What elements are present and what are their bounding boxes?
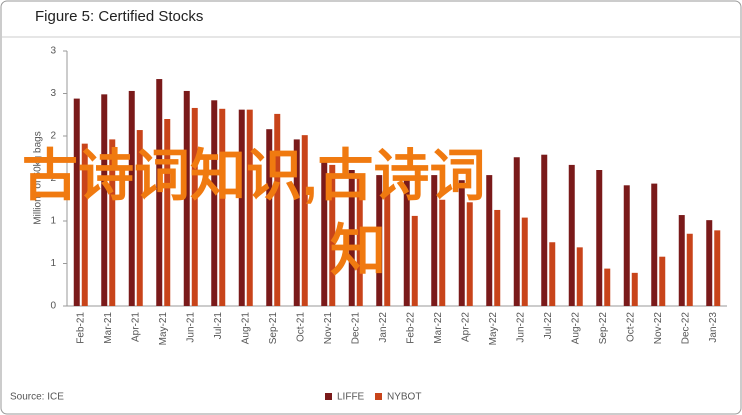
bar [329, 164, 336, 306]
bar [81, 143, 88, 306]
legend-swatch [325, 393, 332, 400]
y-tick-label: 1 [50, 258, 56, 269]
legend-swatch [375, 393, 382, 400]
bar [156, 79, 163, 306]
bar [494, 209, 501, 306]
bar [384, 190, 391, 306]
bar [73, 98, 80, 306]
bar [321, 159, 328, 306]
bar [136, 130, 143, 306]
legend-label: NYBOT [387, 392, 421, 403]
x-tick-label: Nov-22 [653, 312, 664, 345]
bar [678, 215, 685, 306]
x-tick-label: Apr-21 [130, 312, 141, 342]
bar [274, 113, 281, 307]
bar [714, 230, 721, 306]
bar [411, 215, 418, 306]
bar [686, 233, 693, 306]
bar [541, 154, 548, 306]
x-tick-label: Sep-22 [598, 312, 609, 345]
bar [623, 185, 630, 306]
chart-title: Figure 5: Certified Stocks [35, 8, 203, 25]
x-tick-label: Jun-21 [185, 312, 196, 343]
bar [238, 109, 245, 307]
y-tick-label: 1 [50, 216, 56, 227]
bar [356, 175, 363, 306]
x-tick-label: Jun-22 [515, 312, 526, 343]
bar [109, 139, 116, 306]
bar [293, 139, 300, 306]
bar [246, 109, 253, 307]
bar [458, 180, 465, 306]
bar [348, 170, 355, 306]
x-tick-label: Feb-21 [75, 312, 86, 344]
y-axis-label: Millions of 60kg bags [33, 131, 44, 224]
x-tick-label: Sep-21 [268, 312, 279, 345]
legend-label: LIFFE [337, 392, 365, 403]
bar [101, 94, 108, 306]
x-tick-label: May-22 [488, 312, 499, 346]
x-tick-label: Aug-22 [570, 312, 581, 345]
overlay-text: 古诗词知识,古诗词 [22, 144, 486, 207]
bar [431, 175, 438, 306]
bar [466, 202, 473, 306]
x-tick-label: Dec-22 [680, 312, 691, 345]
bar [376, 175, 383, 306]
bar [219, 108, 226, 306]
x-tick-label: Jul-21 [213, 312, 224, 340]
x-tick-label: Mar-21 [103, 312, 114, 344]
x-tick-label: Aug-21 [240, 312, 251, 345]
bar [183, 90, 190, 306]
bar [486, 175, 493, 306]
bar [706, 220, 713, 306]
bar [521, 217, 528, 306]
bar [513, 157, 520, 306]
x-tick-label: Mar-22 [433, 312, 444, 344]
y-tick-label: 2 [50, 131, 56, 142]
bar [211, 100, 218, 306]
x-tick-label: Apr-22 [460, 312, 471, 342]
bar [301, 135, 308, 306]
bar [568, 164, 575, 306]
bar [403, 176, 410, 306]
bar [604, 268, 611, 306]
bar [631, 272, 638, 306]
x-tick-label: Oct-21 [295, 312, 306, 342]
x-tick-label: May-21 [158, 312, 169, 346]
y-tick-label: 3 [50, 88, 56, 99]
x-tick-label: Nov-21 [323, 312, 334, 345]
bar [439, 199, 446, 306]
x-tick-label: Jan-22 [378, 312, 389, 343]
x-tick-label: Dec-21 [350, 312, 361, 345]
bar [659, 256, 666, 306]
bar [128, 90, 135, 306]
x-tick-label: Oct-22 [625, 312, 636, 342]
bar [596, 170, 603, 306]
y-tick-label: 0 [50, 301, 56, 312]
source: Source: ICE [10, 392, 64, 403]
overlay-text: 知 [330, 219, 386, 282]
bar [266, 129, 273, 306]
y-tick-label: 2 [50, 173, 56, 184]
x-tick-label: Jan-23 [708, 312, 719, 343]
bar [576, 247, 583, 306]
bar [651, 183, 658, 306]
y-tick-label: 3 [50, 46, 56, 57]
bar [549, 242, 556, 306]
bar [164, 119, 171, 306]
x-tick-label: Jul-22 [543, 312, 554, 340]
bar [191, 107, 198, 306]
x-tick-label: Feb-22 [405, 312, 416, 344]
